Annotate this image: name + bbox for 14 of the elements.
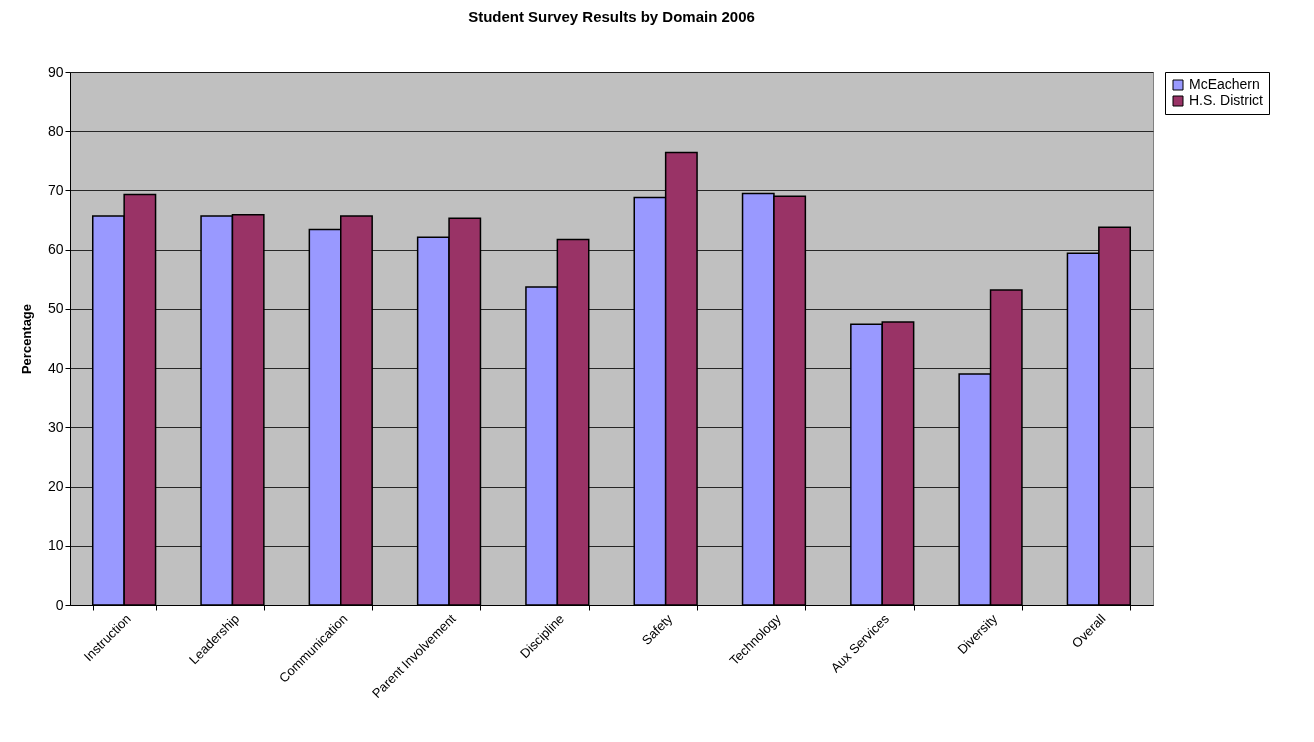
y-tick-label: 0 [55, 596, 64, 613]
y-tick-label: 20 [47, 478, 64, 495]
legend-label: McEachern [1189, 76, 1260, 92]
y-tick-label: 90 [47, 63, 64, 80]
y-tick-label: 30 [47, 418, 64, 435]
y-tick-label: 60 [47, 241, 64, 258]
y-axis-title: Percentage [18, 303, 34, 375]
chart-title: Student Survey Results by Domain 2006 [468, 8, 755, 25]
legend-label: H.S. District [1189, 92, 1263, 108]
y-tick-label: 80 [47, 122, 64, 139]
y-tick-label: 40 [47, 359, 64, 376]
y-tick-label: 70 [47, 181, 64, 198]
y-tick-label: 10 [47, 537, 64, 554]
y-tick-label: 50 [47, 300, 64, 317]
